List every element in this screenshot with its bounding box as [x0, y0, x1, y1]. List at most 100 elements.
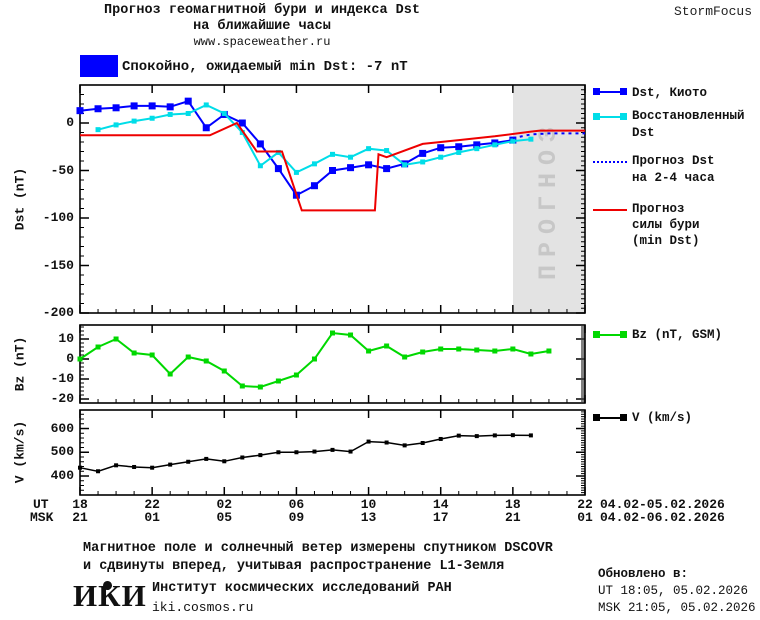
- institute-site: iki.cosmos.ru: [152, 600, 254, 615]
- forecast-region-band: ПРОГНОЗ: [513, 86, 585, 312]
- status-banner-text: Спокойно, ожидаемый min Dst: -7 nT: [122, 59, 408, 75]
- series-marker-bz-0: [546, 348, 552, 354]
- series-marker-bz-0: [528, 351, 534, 357]
- series-marker-bz-0: [257, 384, 263, 390]
- legend-sample-kyoto: [593, 88, 627, 95]
- series-marker-dst-1: [384, 148, 390, 154]
- ytick-label-dst: -100: [42, 210, 74, 225]
- xtick-label-msk: 05: [216, 510, 233, 525]
- ytick-label-bz: -10: [50, 371, 74, 386]
- legend-forecast-line2: на 2-4 часа: [632, 171, 715, 185]
- legend-bz: Bz (nT, GSM): [632, 328, 723, 342]
- series-marker-bz-0: [402, 354, 408, 360]
- panel-border-bz: [79, 324, 586, 404]
- series-marker-bz-0: [438, 346, 444, 352]
- ytick-label-dst: -200: [42, 305, 74, 320]
- series-marker-v-0: [330, 447, 335, 452]
- series-marker-bz-0: [384, 343, 390, 349]
- legend-v: V (km/s): [632, 411, 693, 425]
- series-marker-v-0: [456, 433, 461, 438]
- updated-msk: MSK 21:05, 05.02.2026: [598, 601, 756, 615]
- legend-sample-bz: [593, 331, 627, 338]
- dst-axis-label: Dst (nT): [12, 167, 28, 231]
- brand-label: StormFocus: [673, 4, 752, 19]
- xtick-label-msk: 01: [577, 510, 593, 525]
- ytick-label-bz: 0: [66, 351, 74, 366]
- series-marker-dst-1: [528, 136, 534, 142]
- series-marker-v-0: [420, 441, 425, 446]
- panel-border-v: [79, 409, 586, 496]
- series-marker-bz-0: [131, 350, 137, 356]
- series-marker-dst-1: [131, 118, 137, 124]
- series-marker-dst-0: [419, 149, 427, 157]
- institute-name: Институт космических исследований РАН: [152, 581, 452, 596]
- series-marker-v-0: [510, 433, 515, 438]
- series-marker-v-0: [348, 449, 353, 454]
- series-marker-dst-1: [510, 138, 516, 144]
- series-marker-dst-1: [420, 159, 426, 165]
- series-marker-v-0: [474, 434, 479, 439]
- xtick-label-ut: 18: [505, 497, 521, 512]
- xtick-label-ut: 22: [577, 497, 593, 512]
- series-marker-dst-1: [474, 146, 480, 152]
- series-marker-bz-0: [275, 378, 281, 384]
- series-marker-dst-0: [310, 182, 318, 190]
- xtick-label-msk: 01: [144, 510, 160, 525]
- legend-storm-line1: Прогноз: [632, 202, 685, 216]
- bz-axis-label: Bz (nT): [12, 336, 28, 392]
- series-marker-bz-0: [456, 346, 462, 352]
- msk-row-label: MSK: [30, 510, 54, 525]
- series-marker-dst-0: [383, 165, 391, 173]
- series-marker-dst-0: [76, 107, 84, 115]
- series-marker-dst-1: [492, 142, 498, 148]
- series-marker-bz-0: [95, 344, 101, 350]
- legend-sample-forecast-dst: [593, 158, 627, 165]
- ytick-label-v: 600: [50, 420, 74, 436]
- series-marker-dst-0: [130, 102, 138, 110]
- ytick-label-v: 500: [50, 444, 74, 460]
- legend-sample-storm: [593, 206, 627, 213]
- series-marker-bz-0: [293, 372, 299, 378]
- legend-kyoto: Dst, Киото: [632, 86, 708, 100]
- series-marker-dst-1: [366, 146, 372, 152]
- panel-border-dst: [79, 84, 586, 314]
- series-marker-v-0: [384, 440, 389, 445]
- series-marker-dst-0: [94, 105, 102, 113]
- series-marker-v-0: [438, 436, 443, 441]
- legend-storm-line2: силы бури: [632, 218, 700, 232]
- footer-note-line1: Магнитное поле и солнечный ветер измерен…: [83, 541, 553, 556]
- series-marker-bz-0: [492, 348, 498, 354]
- legend-restored-line1: Восстановленный: [632, 109, 745, 123]
- msk-date-range: 04.02-06.02.2026: [600, 510, 725, 525]
- series-marker-dst-0: [184, 97, 192, 105]
- series-marker-dst-1: [348, 154, 354, 160]
- xtick-label-msk: 17: [432, 510, 449, 525]
- ut-date-range: 04.02-05.02.2026: [600, 497, 725, 512]
- series-marker-v-0: [492, 433, 497, 438]
- series-marker-bz-0: [510, 346, 516, 352]
- series-marker-dst-0: [455, 143, 463, 151]
- series-marker-dst-0: [329, 167, 336, 174]
- updated-ut: UT 18:05, 05.02.2026: [598, 584, 749, 598]
- xtick-label-msk: 13: [360, 510, 377, 525]
- series-marker-v-0: [78, 465, 82, 470]
- xtick-label-ut: 18: [72, 497, 88, 512]
- ytick-label-dst: 0: [66, 115, 74, 130]
- series-marker-dst-0: [256, 140, 264, 148]
- status-color-swatch: [80, 55, 118, 77]
- ytick-label-dst: -50: [50, 162, 74, 178]
- series-marker-dst-0: [365, 161, 373, 169]
- series-marker-bz-0: [203, 358, 209, 364]
- series-marker-v-0: [204, 456, 209, 461]
- series-marker-dst-1: [203, 102, 209, 108]
- page-title-line2: на ближайшие часы: [193, 19, 331, 34]
- series-marker-bz-0: [77, 356, 83, 362]
- series-line-dst-0: [79, 100, 514, 197]
- xtick-label-ut: 14: [432, 497, 449, 512]
- series-marker-dst-0: [437, 144, 445, 152]
- series-marker-bz-0: [221, 368, 227, 374]
- series-marker-v-0: [528, 433, 533, 438]
- xtick-label-ut: 22: [144, 497, 160, 512]
